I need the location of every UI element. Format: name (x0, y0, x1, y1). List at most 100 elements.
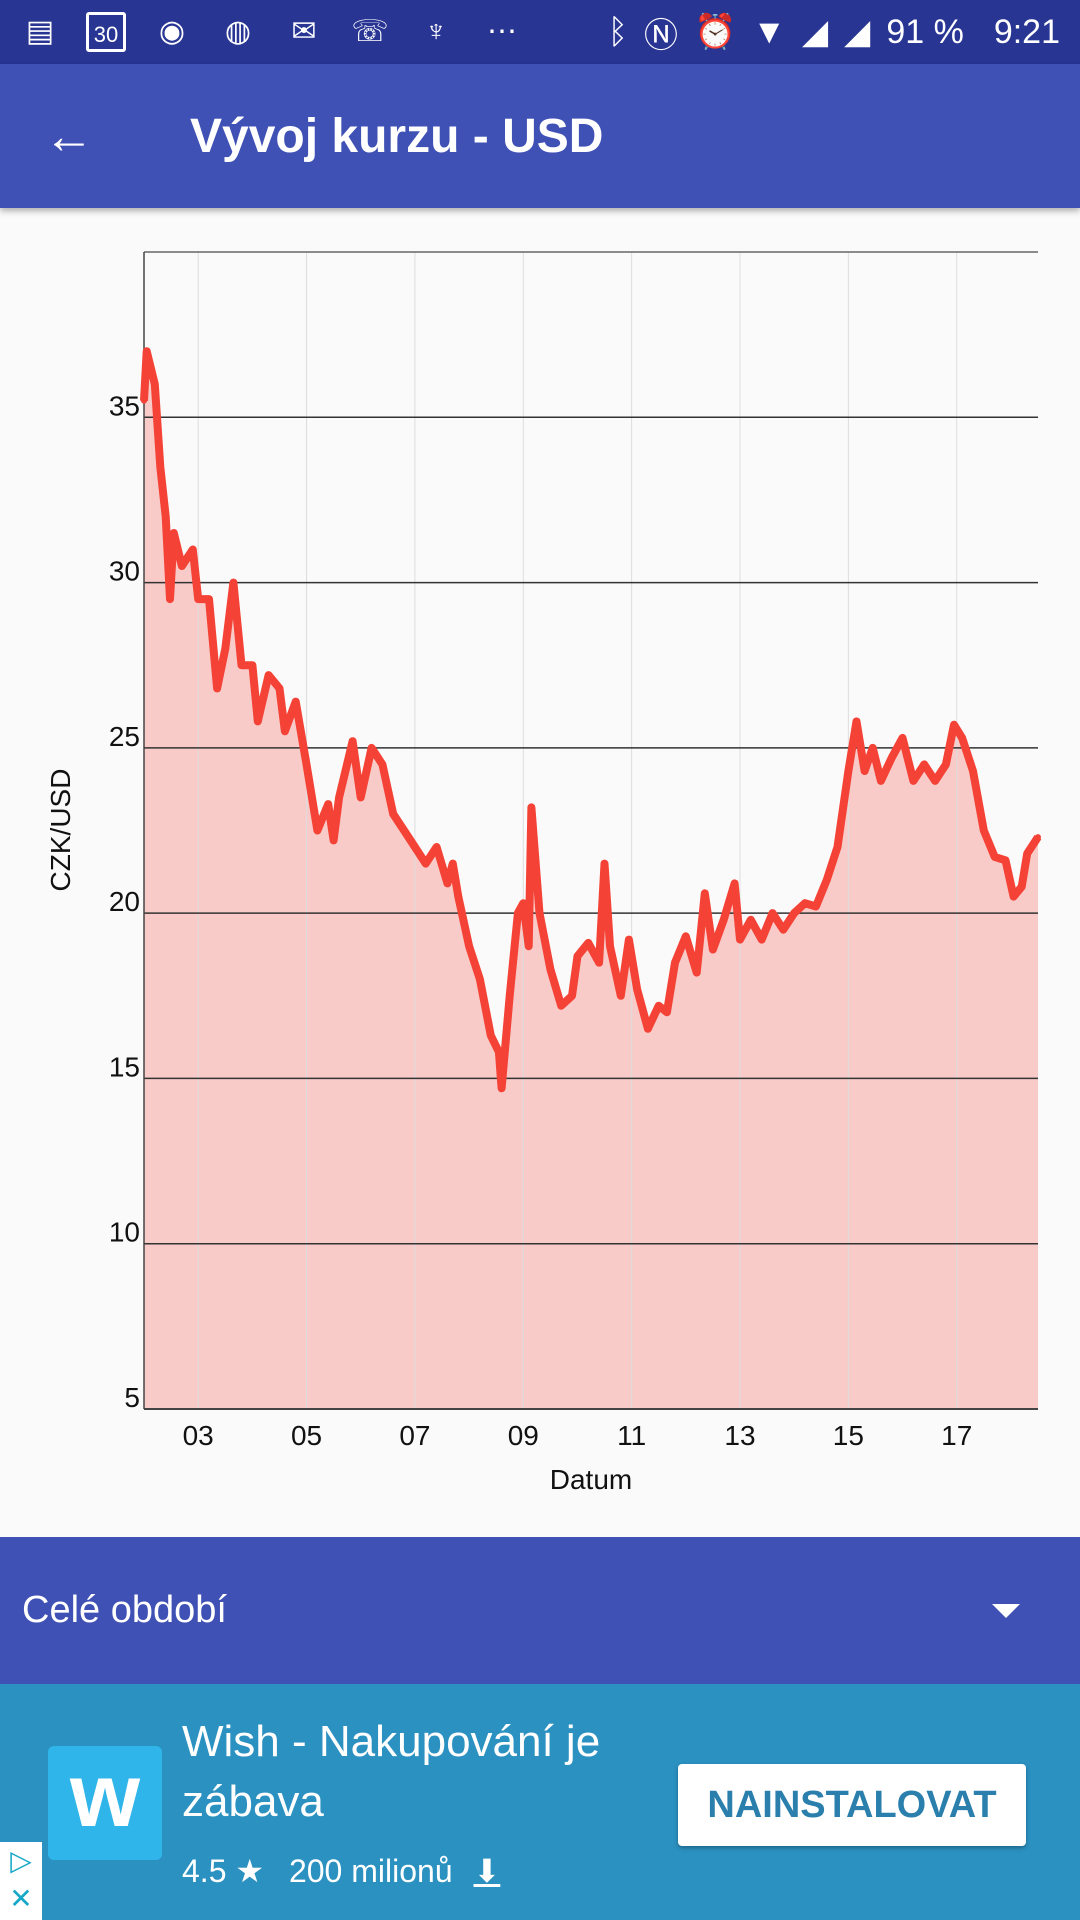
data-point (625, 936, 632, 943)
data-point (525, 943, 532, 950)
data-point (390, 810, 397, 817)
yr-icon: ◍ (224, 15, 252, 48)
data-point (325, 801, 332, 808)
area-fill (144, 351, 1038, 1410)
data-point (254, 718, 261, 725)
data-point (877, 777, 884, 784)
data-point (869, 744, 876, 751)
data-point (671, 959, 678, 966)
data-point (170, 529, 177, 536)
data-point (585, 939, 592, 946)
data-point (498, 1085, 505, 1092)
data-point (802, 900, 809, 907)
data-point (230, 579, 237, 586)
data-point (1035, 834, 1041, 841)
data-point (143, 348, 150, 355)
data-point (558, 1002, 565, 1009)
data-point (731, 880, 738, 887)
data-point (969, 767, 976, 774)
y-tick-label: 20 (109, 886, 140, 917)
ad-meta: 4.5 ★ 200 milionů ⬇ (182, 1852, 500, 1890)
bluetooth-icon: ᛒ (607, 12, 628, 51)
data-point (349, 738, 356, 745)
x-tick-label: 13 (724, 1420, 755, 1451)
x-tick-label: 07 (399, 1420, 430, 1451)
data-point (693, 969, 700, 976)
data-point (238, 662, 245, 669)
arrow-back-icon[interactable]: ← (44, 108, 94, 164)
data-point (357, 794, 364, 801)
gmail-icon: ✉ (291, 15, 317, 48)
y-axis-label: CZK/USD (45, 769, 76, 892)
data-point (709, 946, 716, 953)
data-point (303, 761, 310, 768)
data-point (449, 860, 456, 867)
data-point (634, 986, 641, 993)
app-bar: ← Vývoj kurzu - USD (0, 64, 1080, 208)
data-point (834, 844, 841, 851)
data-point (823, 877, 830, 884)
data-point (682, 933, 689, 940)
adchoices-icon[interactable]: ▷ (10, 1845, 32, 1876)
data-point (178, 563, 185, 570)
ad-choices[interactable]: ▷ ✕ (0, 1842, 42, 1920)
data-point (466, 943, 473, 950)
battery-text: 91 % (886, 12, 964, 51)
x-tick-label: 05 (291, 1420, 322, 1451)
close-ad-icon[interactable]: ✕ (9, 1883, 33, 1914)
data-point (330, 837, 337, 844)
alarm-icon: ⏰ (694, 13, 737, 51)
data-point (769, 910, 776, 917)
download-icon: ⬇ (473, 1853, 501, 1889)
period-select[interactable]: Celé období (0, 1537, 1080, 1684)
data-point (195, 596, 202, 603)
data-point (655, 1002, 662, 1009)
data-point (980, 827, 987, 834)
ad-title: Wish - Nakupování je zábava (182, 1717, 601, 1826)
x-tick-label: 15 (833, 1420, 864, 1451)
data-point (596, 959, 603, 966)
data-point (601, 860, 608, 867)
data-point (1010, 893, 1017, 900)
nfc-icon: Ⓝ (644, 16, 678, 55)
data-point (1018, 883, 1025, 890)
more-icon: ⋯ (487, 15, 517, 48)
data-point (495, 1048, 502, 1055)
data-point (214, 685, 221, 692)
binoculars-icon: ◉ (158, 15, 186, 48)
clock: 9:21 (993, 12, 1060, 51)
ad-downloads: 200 milionů (288, 1853, 453, 1889)
data-point (455, 893, 462, 900)
data-point (157, 463, 164, 470)
ad-banner[interactable]: w Wish - Nakupování je zábava 4.5 ★ 200 … (0, 1684, 1080, 1920)
data-point (791, 910, 798, 917)
signal-icon: ◢ (802, 13, 829, 51)
data-point (292, 698, 299, 705)
data-point (747, 916, 754, 923)
data-point (167, 596, 174, 603)
ad-rating: 4.5 (182, 1853, 227, 1889)
x-tick-label: 17 (941, 1420, 972, 1451)
data-point (701, 890, 708, 897)
data-point (574, 953, 581, 960)
data-point (853, 718, 860, 725)
data-point (951, 721, 958, 728)
data-point (265, 672, 272, 679)
data-point (991, 853, 998, 860)
data-point (433, 844, 440, 851)
x-tick-label: 09 (508, 1420, 539, 1451)
tulip-icon: ♆ (424, 15, 448, 48)
data-point (487, 1032, 494, 1039)
data-point (737, 936, 743, 943)
data-point (536, 910, 543, 917)
missed-call-icon: ☏ (351, 15, 389, 48)
data-point (189, 546, 196, 553)
data-point (336, 794, 343, 801)
data-point (314, 827, 321, 834)
y-tick-label: 35 (109, 390, 140, 421)
data-point (249, 662, 256, 669)
data-point (942, 761, 949, 768)
y-tick-label: 30 (109, 556, 140, 587)
page-title: Vývoj kurzu - USD (190, 109, 604, 163)
install-button[interactable]: NAINSTALOVAT (678, 1764, 1026, 1846)
